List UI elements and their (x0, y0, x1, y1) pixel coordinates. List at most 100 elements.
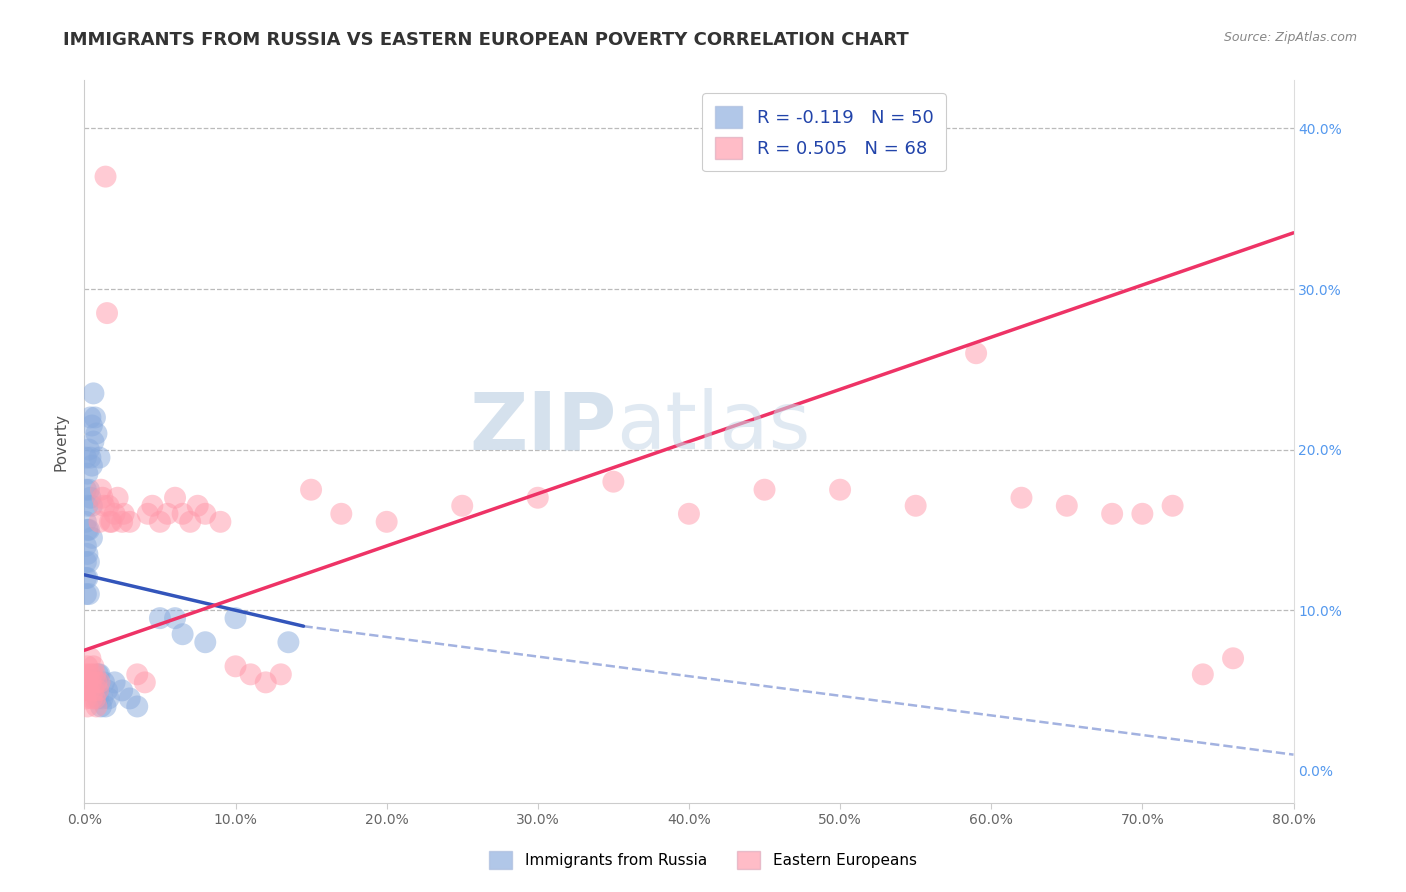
Point (76, 547, 98, 561)
Point (80, 418, 103, 433)
Point (77, 523, 100, 537)
Point (76, 523, 98, 537)
Point (270, 667, 292, 681)
Point (79, 410, 101, 425)
Point (141, 499, 163, 513)
Point (86, 675, 108, 690)
Point (76, 467, 98, 481)
Point (80, 499, 103, 513)
Point (112, 507, 135, 521)
Point (136, 507, 159, 521)
Point (79, 450, 101, 465)
Point (602, 475, 624, 489)
Point (149, 515, 172, 529)
Point (86, 699, 108, 714)
Point (165, 611, 187, 625)
Point (89, 450, 111, 465)
Point (77, 667, 100, 681)
Point (375, 515, 398, 529)
Point (76, 499, 98, 513)
Point (1161, 499, 1184, 513)
Point (77, 442, 100, 457)
Point (82, 659, 104, 673)
Point (330, 507, 353, 521)
Point (82, 386, 104, 401)
Point (96, 683, 118, 698)
Point (754, 483, 776, 497)
Point (1101, 507, 1123, 521)
Point (451, 499, 474, 513)
Point (82, 434, 104, 449)
Point (82, 683, 104, 698)
Point (194, 635, 217, 649)
Point (75, 587, 97, 601)
Point (79, 675, 101, 690)
Point (904, 499, 927, 513)
Text: Source: ZipAtlas.com: Source: ZipAtlas.com (1223, 31, 1357, 45)
Point (97, 691, 120, 706)
Point (75, 539, 97, 553)
Point (93, 499, 115, 513)
Text: ZIP: ZIP (470, 388, 616, 467)
Point (98, 515, 121, 529)
Point (93, 675, 115, 690)
Y-axis label: Poverty: Poverty (53, 412, 69, 471)
Point (94, 169, 117, 184)
Point (79, 651, 101, 665)
Point (77, 587, 100, 601)
Point (104, 507, 127, 521)
Point (225, 611, 247, 625)
Point (1056, 499, 1078, 513)
Point (77, 683, 100, 698)
Text: atlas: atlas (616, 388, 811, 467)
Point (134, 675, 156, 690)
Point (80, 691, 103, 706)
Point (75, 691, 97, 706)
Point (79, 491, 101, 505)
Point (277, 635, 299, 649)
Legend: Immigrants from Russia, Eastern Europeans: Immigrants from Russia, Eastern European… (484, 845, 922, 875)
Point (1222, 651, 1244, 665)
Point (84, 675, 107, 690)
Point (90, 699, 112, 714)
Point (84, 410, 107, 425)
Point (89, 515, 111, 529)
Point (91, 491, 114, 505)
Point (75, 450, 97, 465)
Point (75, 667, 97, 681)
Point (100, 515, 122, 529)
Point (678, 507, 700, 521)
Point (89, 675, 111, 690)
Point (225, 659, 247, 673)
Point (75, 483, 97, 497)
Point (194, 507, 217, 521)
Point (80, 458, 103, 473)
Point (86, 426, 108, 441)
Point (76, 699, 98, 714)
Point (87, 667, 110, 681)
Point (830, 483, 852, 497)
Point (75, 683, 97, 698)
Point (76, 675, 98, 690)
Point (76, 571, 98, 585)
Point (90, 483, 112, 497)
Point (1130, 507, 1153, 521)
Point (187, 499, 209, 513)
Point (111, 683, 134, 698)
Point (149, 611, 172, 625)
Point (97, 499, 120, 513)
Point (75, 555, 97, 569)
Point (172, 627, 194, 641)
Point (127, 667, 149, 681)
Point (84, 691, 107, 706)
Point (77, 555, 100, 569)
Point (172, 507, 194, 521)
Text: IMMIGRANTS FROM RUSSIA VS EASTERN EUROPEAN POVERTY CORRELATION CHART: IMMIGRANTS FROM RUSSIA VS EASTERN EUROPE… (63, 31, 910, 49)
Legend: R = -0.119   N = 50, R = 0.505   N = 68: R = -0.119 N = 50, R = 0.505 N = 68 (703, 93, 946, 171)
Point (96, 306, 118, 320)
Point (76, 659, 98, 673)
Point (107, 491, 129, 505)
Point (111, 515, 134, 529)
Point (118, 515, 141, 529)
Point (87, 691, 110, 706)
